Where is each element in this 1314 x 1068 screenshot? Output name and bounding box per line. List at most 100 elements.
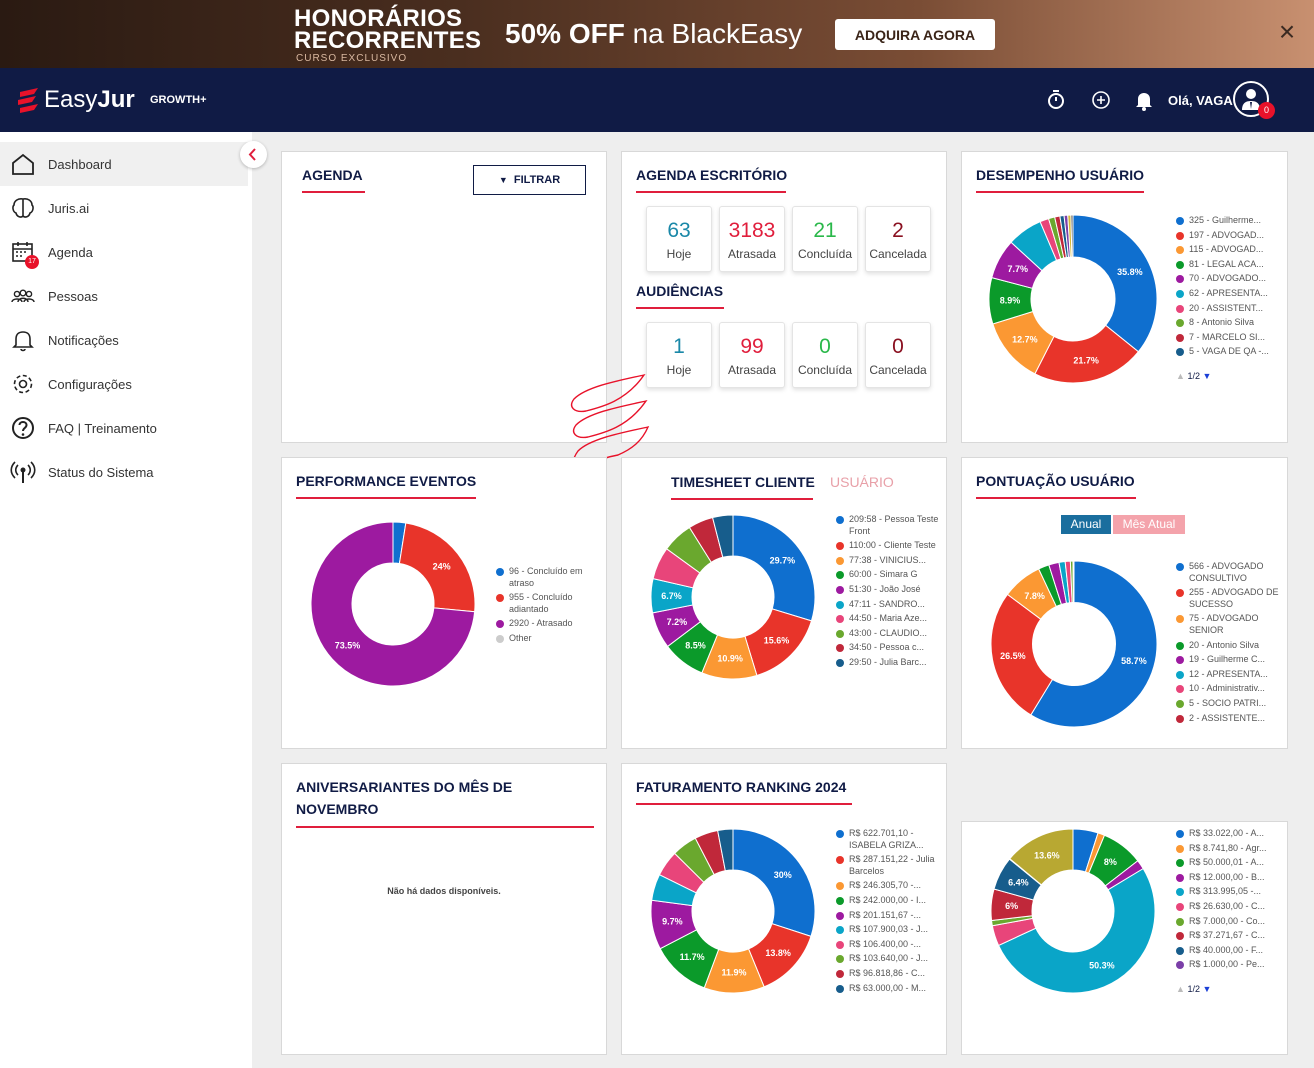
stat-box-hoje[interactable]: 63 Hoje [646, 206, 712, 272]
stat-box-cancelada[interactable]: 2 Cancelada [865, 206, 931, 272]
tab-usuario[interactable]: USUÁRIO [830, 474, 894, 490]
legend-item[interactable]: R$ 63.000,00 - M... [836, 983, 942, 995]
sidebar-item-juris-ai[interactable]: Juris.ai [0, 186, 248, 230]
legend-item[interactable]: R$ 201.151,67 -... [836, 910, 942, 922]
sidebar-item-pessoas[interactable]: Pessoas [0, 274, 248, 318]
legend-item[interactable]: R$ 12.000,00 - B... [1176, 872, 1282, 884]
legend-item[interactable]: R$ 313.995,05 -... [1176, 886, 1282, 898]
legend-item[interactable]: R$ 1.000,00 - Pe... [1176, 959, 1282, 971]
stat-box-hoje[interactable]: 1 Hoje [646, 322, 712, 388]
stat-box-concluída[interactable]: 21 Concluída [792, 206, 858, 272]
legend-item[interactable]: 8 - Antonio Silva [1176, 317, 1280, 329]
legend-item[interactable]: R$ 246.305,70 -... [836, 880, 942, 892]
legend-item[interactable]: 2920 - Atrasado [496, 618, 600, 630]
legend-item[interactable]: 197 - ADVOGAD... [1176, 230, 1280, 242]
legend-pager[interactable]: ▲ 1/2 ▼ [1176, 371, 1211, 381]
promo-cta-button[interactable]: ADQUIRA AGORA [835, 19, 995, 50]
legend-item[interactable]: 209:58 - Pessoa Teste Front [836, 514, 942, 537]
legend-item[interactable]: 34:50 - Pessoa c... [836, 642, 942, 654]
legend-item[interactable]: 20 - Antonio Silva [1176, 640, 1282, 652]
legend-item[interactable]: R$ 8.741,80 - Agr... [1176, 843, 1282, 855]
legend-item[interactable]: 10 - Administrativ... [1176, 683, 1282, 695]
stat-box-cancelada[interactable]: 0 Cancelada [865, 322, 931, 388]
tab-timesheet-cliente[interactable]: TIMESHEET CLIENTE [671, 474, 815, 490]
legend-item[interactable]: 5 - VAGA DE QA -... [1176, 346, 1280, 358]
legend-item[interactable]: 255 - ADVOGADO DE SUCESSO [1176, 587, 1282, 610]
legend-item[interactable]: 75 - ADVOGADO SENIOR [1176, 613, 1282, 636]
sidebar-collapse-button[interactable] [240, 141, 267, 168]
donut-slice[interactable] [990, 593, 1054, 716]
legend-item[interactable]: 325 - Guilherme... [1176, 215, 1280, 227]
legend-item[interactable]: R$ 622.701,10 - ISABELA GRIZA... [836, 828, 942, 851]
legend-item[interactable]: 96 - Concluído em atraso [496, 566, 600, 589]
legend-item[interactable]: R$ 26.630,00 - C... [1176, 901, 1282, 913]
donut-slice[interactable] [732, 828, 816, 937]
tab-anual[interactable]: Anual [1061, 515, 1111, 534]
legend-item[interactable]: 43:00 - CLAUDIO... [836, 628, 942, 640]
tab-mes-atual[interactable]: Mês Atual [1113, 515, 1185, 534]
filter-button[interactable]: ▼ FILTRAR [473, 165, 586, 195]
legend-item[interactable]: 7 - MARCELO SI... [1176, 332, 1280, 344]
legend-pager[interactable]: ▲ 1/2 ▼ [1176, 984, 1211, 994]
sidebar-item-notificacoes[interactable]: Notificações [0, 318, 248, 362]
sidebar-item-configuracoes[interactable]: Configurações [0, 362, 248, 406]
donut-slice[interactable] [398, 522, 476, 613]
legend-item[interactable]: 566 - ADVOGADO CONSULTIVO [1176, 561, 1282, 584]
legend-item[interactable]: 29:50 - Julia Barc... [836, 657, 942, 669]
legend-item[interactable]: 12 - APRESENTA... [1176, 669, 1282, 681]
legend-item[interactable]: 5 - SOCIO PATRI... [1176, 698, 1282, 710]
legend-item[interactable]: 955 - Concluído adiantado [496, 592, 600, 615]
donut-slice[interactable] [711, 514, 734, 558]
close-icon[interactable]: × [1278, 16, 1296, 47]
bell-icon[interactable] [1132, 88, 1156, 112]
legend-item[interactable]: R$ 107.900,03 - J... [836, 924, 942, 936]
sidebar-item-status[interactable]: Status do Sistema [0, 450, 248, 494]
legend-item[interactable]: 77:38 - VINICIUS... [836, 555, 942, 567]
legend-item[interactable]: 110:00 - Cliente Teste [836, 540, 942, 552]
legend-item[interactable]: 19 - Guilherme C... [1176, 654, 1282, 666]
stat-box-atrasada[interactable]: 3183 Atrasada [719, 206, 785, 272]
donut-slice[interactable] [1070, 214, 1074, 258]
donut-slice[interactable] [732, 514, 816, 622]
legend-item[interactable]: R$ 106.400,00 -... [836, 939, 942, 951]
legend-item[interactable]: 2 - ASSISTENTE... [1176, 713, 1282, 725]
legend-item[interactable]: R$ 40.000,00 - F... [1176, 945, 1282, 957]
stat-box-atrasada[interactable]: 99 Atrasada [719, 322, 785, 388]
legend-item[interactable]: 60:00 - Simara G [836, 569, 942, 581]
add-circle-icon[interactable] [1089, 88, 1113, 112]
legend-item[interactable]: 62 - APRESENTA... [1176, 288, 1280, 300]
donut-slice[interactable] [310, 521, 476, 687]
legend-item[interactable]: 47:11 - SANDRO... [836, 599, 942, 611]
legend-item[interactable]: 51:30 - João José [836, 584, 942, 596]
legend-item[interactable]: 81 - LEGAL ACA... [1176, 259, 1280, 271]
legend-item[interactable]: 70 - ADVOGADO... [1176, 273, 1280, 285]
donut-slice[interactable] [1009, 828, 1074, 886]
pager-down-icon[interactable]: ▼ [1202, 371, 1212, 381]
legend-item[interactable]: 115 - ADVOGAD... [1176, 244, 1280, 256]
donut-slice[interactable] [1030, 560, 1158, 728]
pager-up-icon[interactable]: ▲ [1176, 371, 1185, 381]
legend-item[interactable]: R$ 50.000,01 - A... [1176, 857, 1282, 869]
easyjur-logo[interactable]: EasyJur [16, 84, 135, 116]
legend-item[interactable]: Other [496, 633, 600, 645]
legend-item[interactable]: R$ 33.022,00 - A... [1176, 828, 1282, 840]
legend-item[interactable]: R$ 103.640,00 - J... [836, 953, 942, 965]
pager-up-icon[interactable]: ▲ [1176, 984, 1185, 994]
sidebar-item-dashboard[interactable]: Dashboard [0, 142, 248, 186]
sidebar-item-agenda[interactable]: 17 Agenda [0, 230, 248, 274]
stat-box-concluída[interactable]: 0 Concluída [792, 322, 858, 388]
pager-down-icon[interactable]: ▼ [1202, 984, 1212, 994]
timer-icon[interactable] [1044, 88, 1068, 112]
legend-item[interactable]: R$ 242.000,00 - I... [836, 895, 942, 907]
legend-item[interactable]: 44:50 - Maria Aze... [836, 613, 942, 625]
sidebar-item-faq[interactable]: FAQ | Treinamento [0, 406, 248, 450]
legend-item[interactable]: 20 - ASSISTENT... [1176, 303, 1280, 315]
legend-item[interactable]: R$ 287.151,22 - Julia Barcelos [836, 854, 942, 877]
donut-slice[interactable] [997, 867, 1156, 994]
donut-slice[interactable] [1072, 214, 1158, 353]
legend-item[interactable]: R$ 37.271,67 - C... [1176, 930, 1282, 942]
legend-item[interactable]: R$ 96.818,86 - C... [836, 968, 942, 980]
donut-slice[interactable] [717, 828, 734, 872]
donut-slice[interactable] [1072, 560, 1075, 604]
legend-item[interactable]: R$ 7.000,00 - Co... [1176, 916, 1282, 928]
